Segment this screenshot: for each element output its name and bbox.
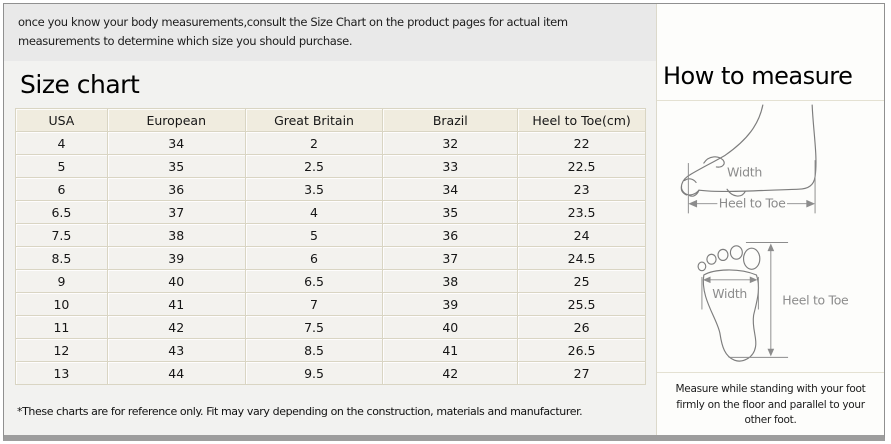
table-cell: 40 xyxy=(382,315,519,340)
intro-text: once you know your body measurements,con… xyxy=(4,4,656,62)
table-row: 5 35 2.5 33 22.5 xyxy=(15,154,646,179)
measure-diagrams: Width Heel to Toe Width xyxy=(657,101,884,372)
table-cell: 8.5 xyxy=(244,338,384,363)
how-to-measure-header: How to measure xyxy=(657,4,884,101)
table-cell: 42 xyxy=(106,315,246,340)
table-cell: 24 xyxy=(517,223,646,248)
table-row: 4 34 2 32 22 xyxy=(15,131,646,156)
table-cell: 6 xyxy=(244,246,384,271)
table-cell: 36 xyxy=(106,177,246,202)
column-header: Great Britain xyxy=(244,108,384,133)
table-cell: 4 xyxy=(244,200,384,225)
table-row: 9 40 6.5 38 25 xyxy=(15,269,646,294)
table-row: 7.5 38 5 36 24 xyxy=(15,223,646,248)
column-header: Brazil xyxy=(382,108,519,133)
size-chart-section: once you know your body measurements,con… xyxy=(4,4,656,435)
table-row: 13 44 9.5 42 27 xyxy=(15,361,646,386)
table-cell: 41 xyxy=(382,338,519,363)
table-cell: 5 xyxy=(244,223,384,248)
table-cell: 34 xyxy=(106,131,246,156)
top-heel-to-toe-label: Heel to Toe xyxy=(782,293,848,308)
table-cell: 7 xyxy=(244,292,384,317)
measure-instruction: Measure while standing with your foot fi… xyxy=(657,371,884,435)
table-row: 6 36 3.5 34 23 xyxy=(15,177,646,202)
top-width-label: Width xyxy=(712,286,747,301)
table-cell: 7.5 xyxy=(244,315,384,340)
footnote: *These charts are for reference only. Fi… xyxy=(17,405,583,419)
table-cell: 10 xyxy=(15,292,108,317)
column-header: USA xyxy=(15,108,108,133)
table-row: 8.5 39 6 37 24.5 xyxy=(15,246,646,271)
how-to-measure-section: How to measure Width Heel to Toe xyxy=(656,4,884,435)
table-cell: 13 xyxy=(15,361,108,386)
foot-side-view-icon: Width Heel to Toe xyxy=(680,104,817,214)
table-cell: 35 xyxy=(106,154,246,179)
header-row: USA European Great Britain Brazil Heel to To… xyxy=(15,108,646,133)
table-row: 10 41 7 39 25.5 xyxy=(15,292,646,317)
table-cell: 36 xyxy=(382,223,519,248)
table-cell: 9.5 xyxy=(244,361,384,386)
table-cell: 39 xyxy=(382,292,519,317)
table-cell: 23.5 xyxy=(517,200,646,225)
table-cell: 25.5 xyxy=(517,292,646,317)
side-width-label: Width xyxy=(727,165,762,180)
page-frame: once you know your body measurements,con… xyxy=(3,3,885,441)
how-to-measure-title: How to measure xyxy=(663,62,853,90)
table-cell: 9 xyxy=(15,269,108,294)
column-header: Heel to Toe(cm) xyxy=(517,108,646,133)
table-row: 6.5 37 4 35 23.5 xyxy=(15,200,646,225)
table-cell: 35 xyxy=(382,200,519,225)
table-cell: 6 xyxy=(15,177,108,202)
table-cell: 44 xyxy=(106,361,246,386)
table-cell: 25 xyxy=(517,269,646,294)
table-cell: 7.5 xyxy=(15,223,108,248)
table-cell: 24.5 xyxy=(517,246,646,271)
size-chart-table: USA European Great Britain Brazil Heel to To… xyxy=(15,108,646,386)
side-heel-to-toe-label: Heel to Toe xyxy=(719,196,786,211)
table-cell: 4 xyxy=(15,131,108,156)
table-cell: 33 xyxy=(382,154,519,179)
table-cell: 6.5 xyxy=(15,200,108,225)
table-cell: 38 xyxy=(382,269,519,294)
table-cell: 22 xyxy=(517,131,646,156)
table-cell: 41 xyxy=(106,292,246,317)
table-cell: 34 xyxy=(382,177,519,202)
table-cell: 23 xyxy=(517,177,646,202)
table-cell: 32 xyxy=(382,131,519,156)
table-cell: 43 xyxy=(106,338,246,363)
table-cell: 11 xyxy=(15,315,108,340)
table-cell: 26.5 xyxy=(517,338,646,363)
table-cell: 37 xyxy=(382,246,519,271)
table-row: 11 42 7.5 40 26 xyxy=(15,315,646,340)
table-cell: 38 xyxy=(106,223,246,248)
foot-top-view-icon: Width Heel to Toe xyxy=(697,242,849,362)
table-cell: 27 xyxy=(517,361,646,386)
table-cell: 37 xyxy=(106,200,246,225)
table-row: 12 43 8.5 41 26.5 xyxy=(15,338,646,363)
table-cell: 39 xyxy=(106,246,246,271)
size-chart-title: Size chart xyxy=(20,70,140,100)
table-header: USA European Great Britain Brazil Heel to To… xyxy=(15,108,646,133)
table-cell: 42 xyxy=(382,361,519,386)
table-cell: 40 xyxy=(106,269,246,294)
column-header: European xyxy=(106,108,246,133)
table-cell: 8.5 xyxy=(15,246,108,271)
table-cell: 26 xyxy=(517,315,646,340)
table-cell: 12 xyxy=(15,338,108,363)
table-cell: 6.5 xyxy=(244,269,384,294)
table-cell: 22.5 xyxy=(517,154,646,179)
table-body: 4 34 2 32 22 5 35 2.5 33 22.5 6 36 3.5 34 23 6.5 37 4 35 23… xyxy=(15,131,646,386)
table-cell: 5 xyxy=(15,154,108,179)
table-cell: 2 xyxy=(244,131,384,156)
table-cell: 2.5 xyxy=(244,154,384,179)
table-cell: 3.5 xyxy=(244,177,384,202)
